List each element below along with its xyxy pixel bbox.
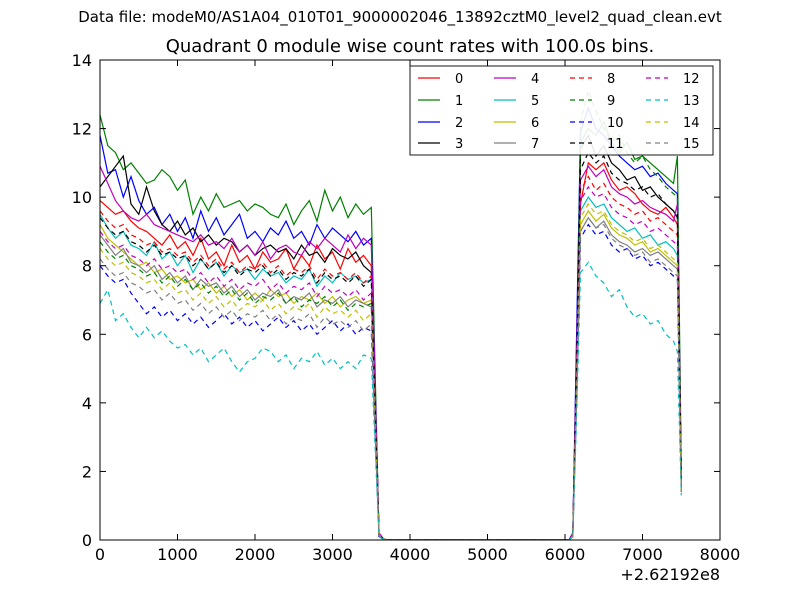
series-line-15 bbox=[100, 216, 682, 540]
y-tick-label: 4 bbox=[82, 394, 92, 413]
legend-label-8: 8 bbox=[607, 72, 615, 87]
legend-label-14: 14 bbox=[683, 116, 700, 131]
series-layer bbox=[100, 88, 682, 540]
series-line-10 bbox=[100, 223, 682, 540]
x-axis-ticks: 0 1000 2000 3000 4000 5000 6000 7000 8000 bbox=[95, 60, 740, 564]
x-axis-offset-label: +2.62192e8 bbox=[620, 565, 720, 584]
legend-label-7: 7 bbox=[531, 137, 539, 152]
legend-label-9: 9 bbox=[607, 94, 615, 109]
x-tick-label: 2000 bbox=[235, 545, 276, 564]
figure-suptitle: Data file: modeM0/AS1A04_010T01_90000020… bbox=[78, 8, 722, 26]
legend-label-11: 11 bbox=[607, 137, 624, 152]
y-tick-label: 0 bbox=[82, 531, 92, 550]
x-tick-label: 0 bbox=[95, 545, 105, 564]
series-line-4 bbox=[100, 165, 682, 540]
series-line-14 bbox=[100, 202, 682, 540]
y-tick-label: 10 bbox=[72, 188, 92, 207]
y-tick-label: 12 bbox=[72, 120, 92, 139]
plot-title: Quadrant 0 module wise count rates with … bbox=[165, 36, 655, 57]
x-tick-label: 8000 bbox=[700, 545, 741, 564]
series-line-5 bbox=[100, 196, 682, 540]
x-tick-label: 6000 bbox=[545, 545, 586, 564]
y-tick-label: 6 bbox=[82, 325, 92, 344]
legend-label-2: 2 bbox=[455, 116, 463, 131]
legend-label-4: 4 bbox=[531, 72, 539, 87]
series-line-8 bbox=[100, 175, 682, 540]
x-tick-label: 1000 bbox=[157, 545, 198, 564]
legend-label-3: 3 bbox=[455, 137, 463, 152]
legend-label-0: 0 bbox=[455, 72, 463, 87]
series-line-6 bbox=[100, 209, 682, 540]
x-tick-label: 7000 bbox=[622, 545, 663, 564]
series-line-12 bbox=[100, 185, 682, 540]
legend-label-12: 12 bbox=[683, 72, 700, 87]
legend-label-13: 13 bbox=[683, 94, 700, 109]
series-line-13 bbox=[100, 261, 682, 540]
legend-box bbox=[409, 65, 714, 156]
series-line-3 bbox=[100, 133, 682, 540]
y-tick-label: 14 bbox=[72, 51, 92, 70]
legend-label-10: 10 bbox=[607, 116, 624, 131]
x-tick-label: 3000 bbox=[312, 545, 353, 564]
legend-label-1: 1 bbox=[455, 94, 463, 109]
x-tick-label: 5000 bbox=[467, 545, 508, 564]
legend-label-5: 5 bbox=[531, 94, 539, 109]
series-line-11 bbox=[100, 151, 682, 540]
legend-label-15: 15 bbox=[683, 137, 700, 152]
x-tick-label: 4000 bbox=[390, 545, 431, 564]
legend-label-6: 6 bbox=[531, 116, 539, 131]
y-tick-label: 2 bbox=[82, 462, 92, 481]
y-tick-label: 8 bbox=[82, 257, 92, 276]
